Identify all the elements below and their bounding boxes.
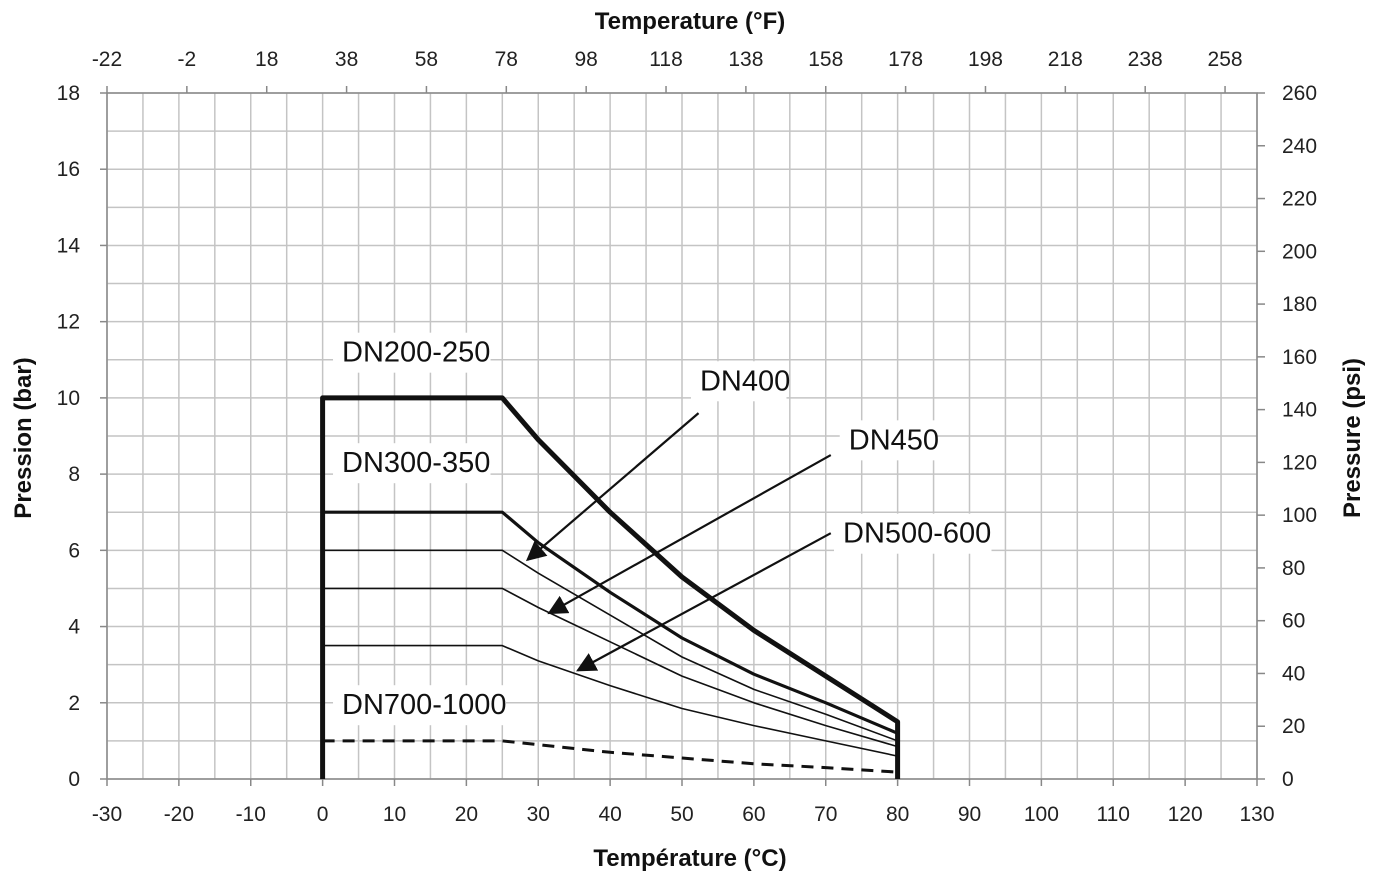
x-tick-label: 50: [670, 803, 693, 826]
annotation-label-dn450: DN450: [849, 424, 939, 456]
annotation-label-bg-dn300-350: [333, 443, 491, 484]
y-tick-label: 6: [68, 539, 80, 562]
series-layer: [320, 395, 901, 779]
x-tick-label: 10: [383, 803, 406, 826]
annotation-label-bg-dn400: [690, 361, 787, 402]
x-tick-label: 90: [958, 803, 981, 826]
y2-tick-label: 120: [1282, 451, 1317, 474]
tick-labels: -30 -20 -10 0 10 20 30 40 50 60 70 80 90 100 110 120 130…: [57, 48, 1317, 826]
annotation-label-bg-dn200-250: [333, 332, 491, 373]
y2-tick-label: 220: [1282, 188, 1317, 211]
x-axis-title: Température (°C): [593, 845, 786, 872]
y2-tick-label: 80: [1282, 557, 1305, 580]
y2-tick-label: 100: [1282, 504, 1317, 527]
x-tick-label: 70: [814, 803, 837, 826]
series-line-dn400: [322, 549, 898, 742]
y2-tick-label: 160: [1282, 346, 1317, 369]
annotation-label-dn500-600: DN500-600: [843, 518, 991, 550]
x2-tick-label: 158: [808, 48, 843, 71]
x-tick-label: 40: [598, 803, 621, 826]
x-tick-label: 100: [1024, 803, 1059, 826]
y2-tick-label: 200: [1282, 240, 1317, 263]
x-tick-label: 60: [742, 803, 765, 826]
series-line-dn700-1000: [322, 739, 898, 774]
x-tick-label: 20: [455, 803, 478, 826]
y-tick-label: 10: [57, 387, 80, 410]
annotation-arrow-dn450: [547, 454, 832, 615]
x-tick-label: 110: [1097, 803, 1130, 826]
x2-tick-label: 78: [495, 48, 518, 71]
y2-tick-label: 140: [1282, 399, 1317, 422]
series-line-dn200-250: [320, 395, 901, 779]
y-tick-label: 14: [57, 234, 81, 257]
x-tick-label: -10: [236, 803, 266, 826]
annotations-layer: DN200-250 DN300-350 DN400 DN450 DN500-600 DN7…: [333, 332, 992, 726]
x2-tick-label: 238: [1128, 48, 1163, 71]
x-tick-label: 80: [886, 803, 909, 826]
y2-tick-label: 240: [1282, 135, 1317, 158]
x2-axis-title: Temperature (°F): [595, 8, 786, 35]
x2-tick-label: 58: [415, 48, 438, 71]
x-tick-label: -30: [92, 803, 122, 826]
series-line-dn450: [322, 587, 898, 748]
x-tick-label: 130: [1239, 803, 1274, 826]
x2-tick-label: 118: [649, 48, 682, 71]
y2-tick-label: 40: [1282, 662, 1305, 685]
x2-tick-label: 38: [335, 48, 358, 71]
x2-tick-label: 218: [1048, 48, 1083, 71]
x-tick-label: 120: [1168, 803, 1203, 826]
y-tick-label: 18: [57, 82, 80, 105]
y-tick-label: 16: [57, 158, 80, 181]
x2-tick-label: 138: [728, 48, 763, 71]
x-tick-label: 0: [317, 803, 329, 826]
annotation-arrow-dn500-600: [576, 532, 832, 672]
series-line-dn300-350: [322, 510, 899, 735]
x2-tick-label: 258: [1208, 48, 1243, 71]
annotation-label-bg-dn500-600: [834, 513, 992, 554]
y2-tick-label: 20: [1282, 715, 1305, 738]
annotation-label-dn200-250: DN200-250: [342, 337, 490, 369]
y-tick-label: 0: [68, 768, 80, 791]
y-axis-title: Pression (bar): [10, 357, 37, 518]
y-tick-label: 12: [57, 311, 80, 334]
x-tick-label: -20: [164, 803, 194, 826]
x2-tick-label: 198: [968, 48, 1003, 71]
x2-tick-label: 98: [574, 48, 597, 71]
annotation-label-bg-dn450: [839, 420, 936, 461]
x2-tick-label: 18: [255, 48, 278, 71]
annotation-label-dn700-1000: DN700-1000: [342, 689, 506, 721]
x-tick-label: 30: [527, 803, 550, 826]
x2-tick-label: -22: [92, 48, 122, 71]
annotation-label-bg-dn700-1000: [333, 685, 507, 726]
x2-tick-label: 178: [888, 48, 923, 71]
annotation-arrow-dn400: [525, 412, 700, 562]
y2-tick-label: 60: [1282, 610, 1305, 633]
y2-tick-label: 260: [1282, 82, 1317, 105]
y2-tick-label: 180: [1282, 293, 1317, 316]
annotation-label-dn300-350: DN300-350: [342, 447, 490, 479]
y2-tick-label: 0: [1282, 768, 1294, 791]
y-tick-label: 4: [68, 616, 80, 639]
y2-axis-title: Pressure (psi): [1339, 358, 1366, 518]
y-tick-label: 2: [68, 692, 80, 715]
annotation-label-dn400: DN400: [700, 365, 790, 397]
series-line-dn500-600: [322, 644, 898, 757]
x2-tick-label: -2: [178, 48, 197, 71]
y-tick-label: 8: [68, 463, 80, 486]
